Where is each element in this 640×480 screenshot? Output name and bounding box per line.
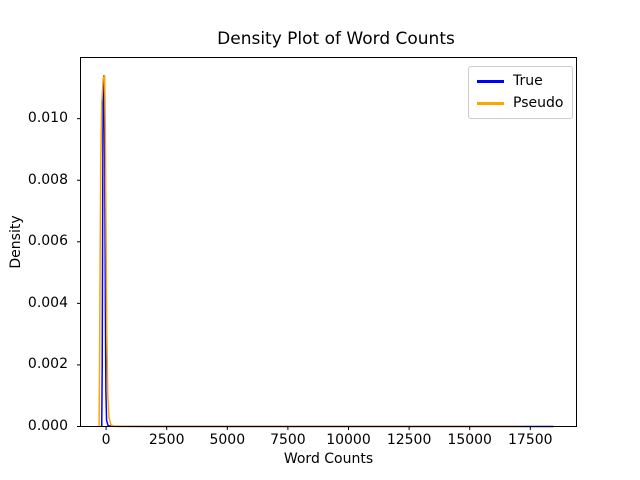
y-tick-label: 0.006 xyxy=(27,233,68,250)
x-tick-label: 2500 xyxy=(148,432,185,448)
legend-label-pseudo: Pseudo xyxy=(513,95,564,111)
x-tick-label: 12500 xyxy=(386,432,432,448)
legend-line-sample-true xyxy=(477,80,504,83)
legend: True Pseudo xyxy=(468,66,574,119)
y-tick-label: 0.010 xyxy=(27,110,68,127)
y-tick-label: 0.000 xyxy=(27,418,68,434)
y-tick-label: 0.008 xyxy=(27,171,68,188)
legend-line-sample-pseudo xyxy=(477,102,504,105)
x-tick-label: 15000 xyxy=(447,432,492,448)
series-line-true xyxy=(100,75,554,428)
legend-label-true: True xyxy=(513,73,543,89)
series-line-pseudo xyxy=(98,74,524,428)
y-tick-label: 0.002 xyxy=(27,356,68,373)
x-tick-label: 5000 xyxy=(209,432,246,448)
legend-item-true: True xyxy=(477,73,563,90)
x-tick-label: 7500 xyxy=(270,432,306,448)
x-tick-label: 17500 xyxy=(508,432,553,448)
x-axis-label: Word Counts xyxy=(283,451,374,467)
x-tick-label: 0 xyxy=(101,432,111,448)
legend-item-pseudo: Pseudo xyxy=(477,95,563,112)
chart-title: Density Plot of Word Counts xyxy=(217,29,455,49)
x-tick-label: 10000 xyxy=(326,432,371,448)
y-tick-label: 0.004 xyxy=(27,294,68,311)
